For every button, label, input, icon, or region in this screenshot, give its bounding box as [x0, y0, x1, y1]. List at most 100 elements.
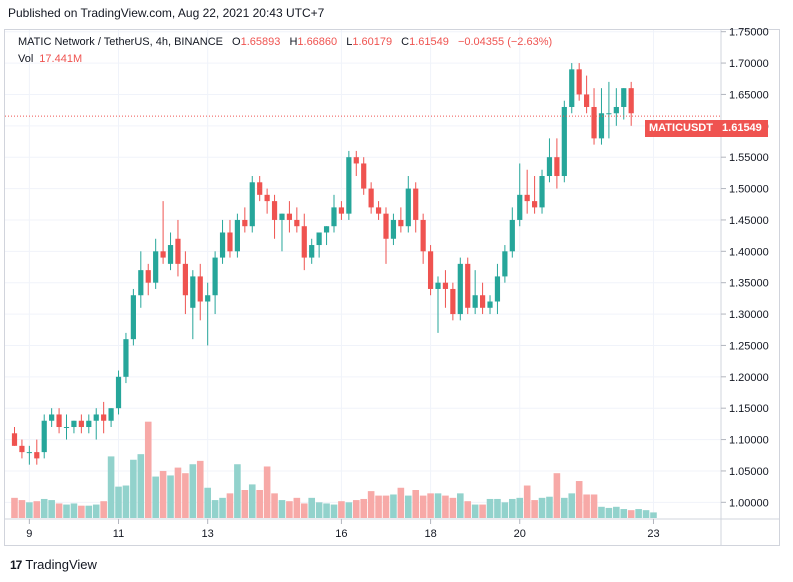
volume-bar: [189, 464, 197, 518]
volume-bar: [182, 473, 189, 518]
candle-down: [532, 176, 538, 214]
candle-body: [606, 113, 612, 115]
candle-up: [457, 257, 463, 321]
candle-up: [41, 414, 47, 459]
candle-up: [598, 88, 605, 145]
candle-body: [63, 427, 70, 429]
candle-up: [123, 332, 129, 384]
volume-bar: [70, 503, 78, 518]
volume-value: 17.441M: [39, 53, 83, 65]
candle-body: [331, 207, 337, 227]
candle-up: [331, 194, 337, 233]
candle-down: [294, 207, 300, 233]
candle-up: [63, 414, 70, 440]
candle-up: [49, 408, 55, 428]
volume-bar: [635, 509, 642, 518]
volume-bar: [583, 494, 590, 518]
candle-down: [11, 427, 18, 446]
candle-body: [56, 414, 62, 428]
symbol-title: MATIC Network / TetherUS, 4h, BINANCE: [18, 36, 223, 48]
candle-up: [205, 282, 211, 346]
candle-down: [375, 201, 382, 220]
candle-body: [279, 213, 285, 220]
volume-bar: [323, 503, 330, 518]
candle-body: [316, 232, 322, 246]
candle-up: [621, 88, 627, 120]
y-tick-label: 1.70000: [729, 58, 769, 70]
candle-body: [71, 420, 77, 428]
candle-down: [257, 176, 263, 202]
volume-bar: [397, 487, 405, 518]
chart-frame: [4, 29, 780, 546]
candle-body: [546, 157, 553, 177]
volume-bars: [11, 421, 657, 518]
volume-bar: [412, 490, 420, 518]
candle-up: [539, 169, 545, 214]
volume-bar: [419, 495, 427, 518]
candle-down: [591, 88, 597, 145]
volume-bar: [501, 502, 509, 518]
candle-up: [108, 408, 114, 428]
volume-bar: [613, 506, 620, 518]
candle-up: [435, 276, 441, 333]
volume-bar: [575, 481, 583, 518]
volume-bar: [598, 506, 605, 518]
candle-body: [205, 295, 211, 302]
volume-bar: [63, 504, 70, 518]
candle-down: [182, 251, 188, 315]
candle-down: [19, 439, 25, 459]
candle-body: [584, 94, 590, 107]
candle-body: [472, 295, 478, 308]
y-tick-label: 1.50000: [729, 184, 769, 196]
candle-down: [398, 207, 404, 233]
candle-down: [145, 263, 151, 296]
close-value: 1.61549: [409, 36, 449, 48]
candle-body: [234, 219, 240, 252]
candle-down: [465, 257, 471, 315]
candle-down: [479, 282, 486, 315]
candle-body: [591, 106, 597, 139]
candle-down: [56, 408, 62, 434]
candle-body: [286, 213, 293, 220]
volume-bar: [204, 487, 211, 518]
y-tick-label: 1.20000: [729, 372, 769, 384]
volume-bar: [382, 495, 390, 518]
candle-body: [561, 106, 567, 177]
candle-down: [101, 401, 107, 434]
candle-body: [175, 238, 181, 264]
candle-down: [628, 81, 634, 126]
candle-body: [34, 452, 40, 459]
candle-up: [405, 176, 411, 233]
candle-body: [227, 232, 233, 252]
candle-up: [502, 245, 508, 283]
candle-body: [219, 232, 226, 258]
volume-bar: [11, 497, 18, 518]
candle-body: [249, 182, 255, 227]
volume-bar: [152, 476, 159, 518]
candle-body: [450, 288, 456, 315]
volume-bar: [55, 503, 63, 518]
candle-body: [346, 157, 352, 214]
candle-down: [427, 245, 434, 296]
candle-down: [264, 188, 270, 214]
volume-bar: [531, 500, 538, 518]
candle-up: [26, 445, 32, 465]
candle-body: [494, 276, 501, 302]
candle-body: [383, 213, 389, 239]
candle-body: [353, 157, 359, 164]
candle-up: [472, 270, 478, 315]
candle-body: [509, 219, 515, 252]
volume-bar: [248, 484, 256, 518]
candle-body: [338, 207, 345, 214]
volume-bar: [486, 498, 494, 518]
volume-label: Vol: [18, 53, 34, 65]
candle-down: [78, 414, 84, 434]
open-label: O: [232, 36, 241, 48]
candle-up: [219, 219, 226, 264]
candle-body: [49, 414, 55, 421]
tradingview-brand[interactable]: 17 TradingView: [10, 557, 97, 572]
candle-body: [101, 414, 107, 421]
volume-bar: [627, 510, 635, 518]
candle-body: [598, 113, 605, 139]
